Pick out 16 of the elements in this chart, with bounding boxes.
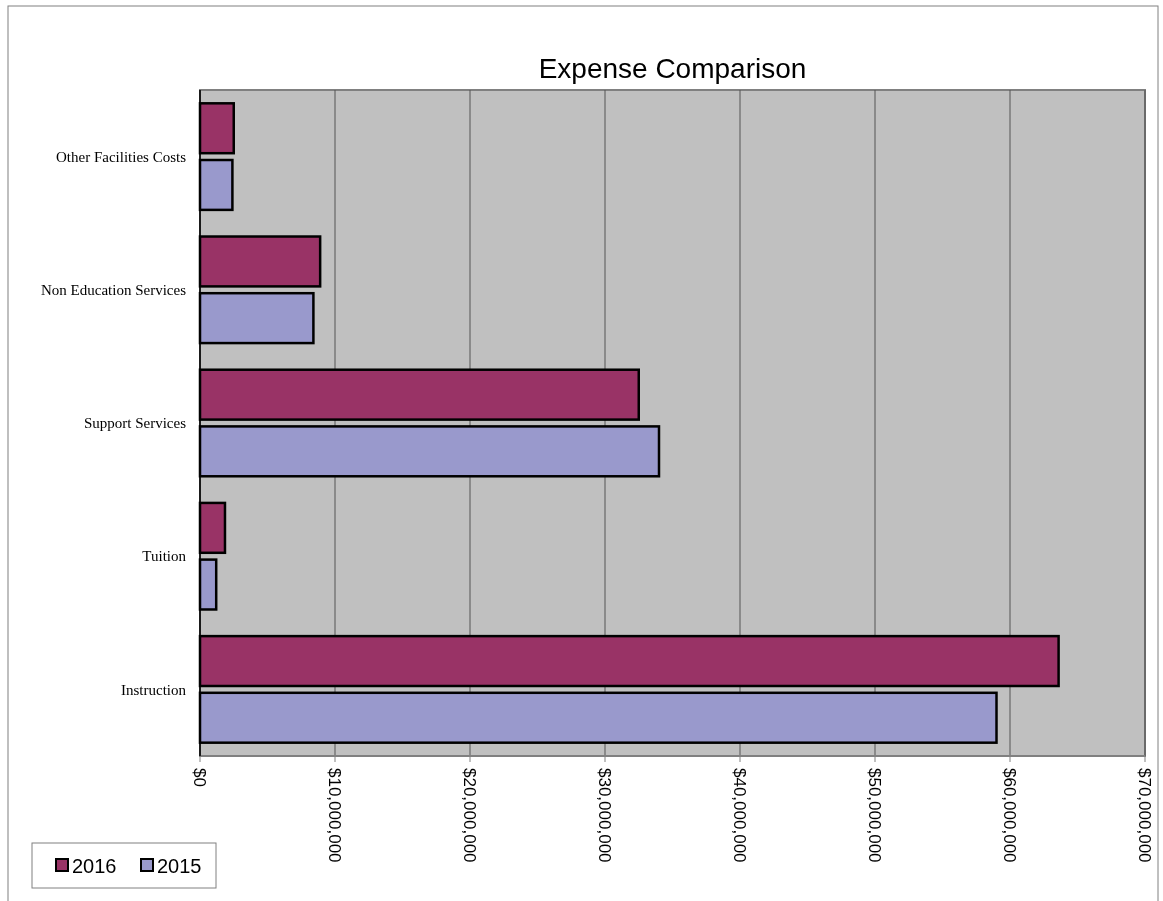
x-tick-label: $10,000,000 — [325, 768, 345, 863]
legend-label: 2015 — [157, 855, 202, 877]
y-tick-label: Support Services — [83, 415, 187, 432]
x-tick-label: $60,000,000 — [1000, 768, 1020, 863]
y-tick-label: Tuition — [142, 548, 187, 565]
x-tick-label: $20,000,000 — [460, 768, 480, 863]
x-tick-label: $30,000,000 — [595, 768, 615, 863]
chart-title: Expense Comparison — [538, 53, 807, 84]
legend-label: 2016 — [72, 855, 117, 877]
y-tick-label: Non Education Services — [41, 282, 187, 299]
y-tick-label: Other Facilities Costs — [56, 148, 187, 165]
x-tick-label: $50,000,000 — [865, 768, 885, 863]
x-tick-label: $70,000,000 — [1135, 768, 1155, 863]
x-tick-label: $0 — [190, 768, 210, 787]
x-tick-label: $40,000,000 — [730, 768, 750, 863]
y-tick-label: Instruction — [121, 681, 187, 698]
